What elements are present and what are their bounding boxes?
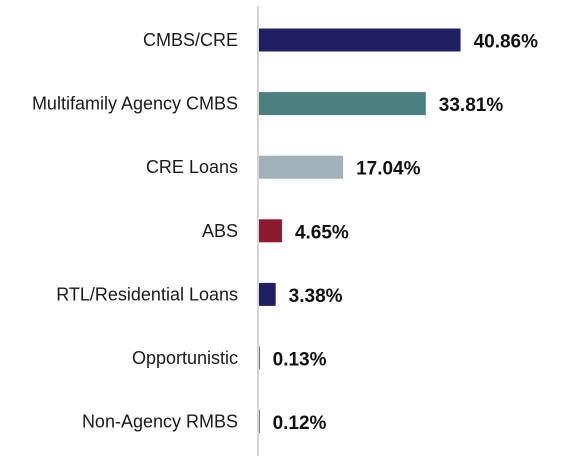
value-label: 0.13% [273,350,327,371]
bar-row: RTL/Residential Loans 3.38% [56,282,343,307]
chart-rows: CMBS/CRE 40.86% Multifamily Agency CMBS 33.… [32,28,539,434]
bar [259,92,426,116]
bar [259,219,282,243]
bar-row: Opportunistic 0.13% [132,346,327,371]
category-label: RTL/Residential Loans [56,284,238,304]
category-label: CMBS/CRE [143,30,238,50]
category-label: Opportunistic [132,348,238,368]
bar-row: CMBS/CRE 40.86% [143,28,539,53]
bar [259,410,260,434]
category-label: Multifamily Agency CMBS [32,94,238,114]
bar [259,155,344,179]
bar [259,28,461,52]
category-label: CRE Loans [146,157,238,177]
value-label: 17.04% [356,159,421,180]
bar-row: ABS 4.65% [202,219,349,243]
bar [259,282,276,306]
value-label: 3.38% [289,286,343,307]
value-label: 4.65% [295,222,349,243]
value-label: 40.86% [474,32,539,53]
bar [259,346,260,370]
value-label: 0.12% [273,413,327,434]
category-label: Non-Agency RMBS [82,412,238,432]
bar-row: CRE Loans 17.04% [146,155,421,180]
bar-row: Multifamily Agency CMBS 33.81% [32,92,503,116]
category-label: ABS [202,221,238,241]
bar-row: Non-Agency RMBS 0.12% [82,410,327,434]
value-label: 33.81% [439,95,504,116]
